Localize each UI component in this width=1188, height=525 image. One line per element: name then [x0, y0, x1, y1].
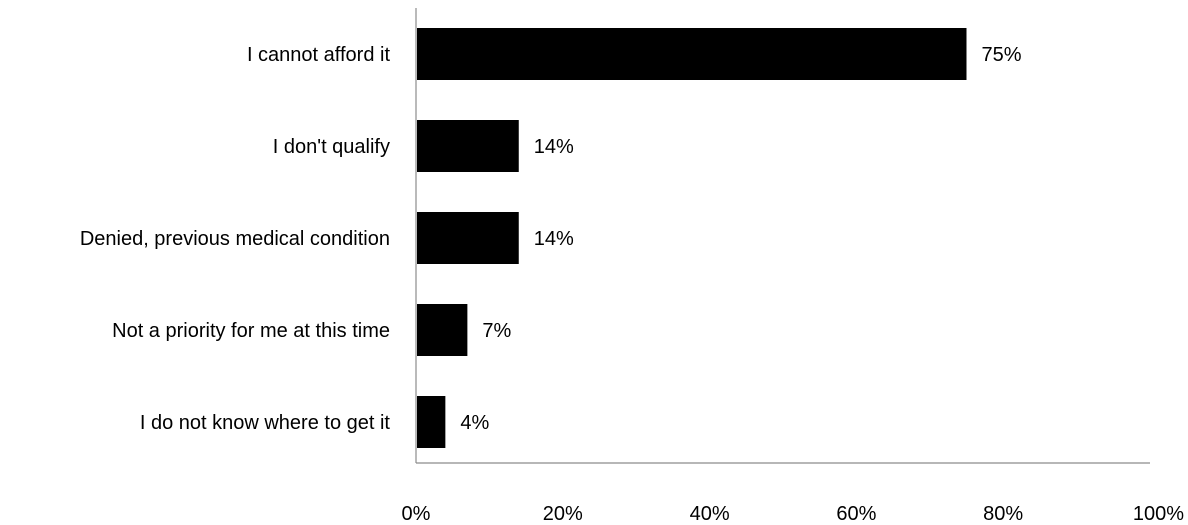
category-label-3: Not a priority for me at this time	[112, 320, 390, 342]
bar-value-label-4: 4%	[460, 412, 489, 434]
x-tick-label-0: 0%	[402, 503, 431, 525]
category-labels-group: I cannot afford it I don't qualify Denied,…	[80, 44, 391, 434]
value-labels-group: 75% 14% 14% 7% 4%	[460, 44, 1021, 434]
bar-1	[417, 120, 519, 172]
x-tick-label-4: 80%	[983, 503, 1023, 525]
category-label-2: Denied, previous medical condition	[80, 228, 390, 250]
category-label-1: I don't qualify	[273, 136, 390, 158]
bars-group	[417, 28, 967, 448]
x-tick-label-5: 100%	[1133, 503, 1184, 525]
x-tick-label-1: 20%	[543, 503, 583, 525]
bar-4	[417, 396, 446, 448]
bar-value-label-0: 75%	[982, 44, 1022, 66]
x-tick-labels-group: 0% 20% 40% 60% 80% 100%	[402, 503, 1185, 525]
bar-value-label-2: 14%	[534, 228, 574, 250]
bar-value-label-1: 14%	[534, 136, 574, 158]
bar-value-label-3: 7%	[482, 320, 511, 342]
bar-3	[417, 304, 468, 356]
category-label-4: I do not know where to get it	[140, 412, 391, 434]
x-tick-label-2: 40%	[690, 503, 730, 525]
bar-0	[417, 28, 967, 80]
bar-2	[417, 212, 519, 264]
x-tick-label-3: 60%	[836, 503, 876, 525]
category-label-0: I cannot afford it	[247, 44, 391, 66]
